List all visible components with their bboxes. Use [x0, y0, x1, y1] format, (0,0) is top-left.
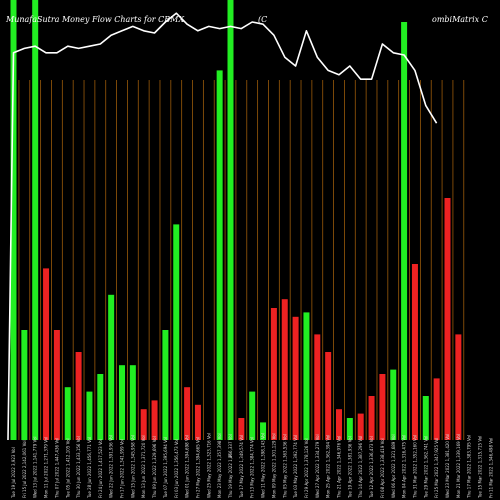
- money-flow-bar: [162, 330, 169, 440]
- x-tick-label: Tue 15 Mar 2022 1,315,715 Vol: [478, 436, 483, 499]
- money-flow-bar: [75, 352, 82, 440]
- money-flow-bar: [184, 387, 191, 440]
- money-flow-bar: [390, 369, 397, 440]
- x-tick-label: Wed 01 Jun 2022 1,394,698 Vol: [185, 435, 190, 498]
- percent-marker: %: [228, 454, 232, 459]
- money-flow-bar: [129, 365, 136, 440]
- money-flow-bar: [314, 334, 321, 440]
- x-tick-label: Wed 23 Mar 2022 1,381,420 Vol: [445, 434, 450, 498]
- x-tick-label: Thu 17 Mar 2022 1,383,795 Vol: [467, 435, 472, 499]
- money-flow-bar: [336, 409, 342, 440]
- x-tick-label: Tue 29 Mar 2022 1,362,741 Vol: [423, 436, 428, 499]
- money-flow-bar: [303, 312, 310, 440]
- money-flow-bar: [249, 391, 256, 440]
- x-tick-label: Mon 09 May 2022 1,301,129 Vol: [271, 433, 276, 498]
- x-tick-label: Thu 07 Jul 2022 1,447,436 Vol: [54, 438, 59, 499]
- x-tick-label: Fri 03 Jun 2022 1,356,473 Vol: [174, 439, 179, 498]
- money-flow-bar: [379, 374, 386, 440]
- x-tick-label: Fri 27 May 2022 1,394,665 Vol: [195, 437, 200, 498]
- x-tick-label: Thu 09 Jun 2022 1,329,696 Vol: [152, 436, 157, 499]
- money-flow-bar: [433, 378, 440, 440]
- x-tick-label: Mon 11 Jul 2022 1,271,379 Vol: [44, 437, 49, 498]
- x-tick-label: Thu 31 Mar 2022 1,352,160 Vol: [412, 435, 417, 499]
- money-flow-bar: [401, 22, 408, 440]
- x-tick-label: Wed 25 May 2022 1,323,716 Vol: [206, 433, 211, 498]
- money-flow-bar: [422, 396, 429, 440]
- x-tick-label: Fri 13 May 2022 1,384,774 Vol: [250, 437, 255, 498]
- x-tick-label: Tue 07 Jun 2022 1,395,694 Vol: [163, 437, 168, 499]
- x-tick-label: Thu 14 Apr 2022 1,387,296 Vol: [358, 436, 363, 499]
- money-flow-bar: [140, 409, 147, 440]
- x-tick-label: Fri 08 Apr 2022 1,338,419 Vol: [380, 438, 385, 498]
- money-flow-bar: [357, 413, 364, 440]
- x-tick-label: Fri 11 Mar 2022 1,346,498 Vol: [488, 438, 493, 498]
- money-flow-bar: [151, 400, 158, 440]
- x-tick-label: Mon 13 Jun 2022 1,371,720 Vol: [141, 435, 146, 498]
- x-tick-label: Wed 27 Apr 2022 1,334,279 Vol: [315, 434, 320, 498]
- money-flow-bar: [411, 264, 418, 440]
- money-flow-bar: [53, 330, 60, 440]
- x-tick-label: Wed 13 Jul 2022 1,141,779 Vol: [33, 436, 38, 498]
- x-tick-label: Tue 19 Apr 2022 1,381,936 Vol: [347, 436, 352, 499]
- x-tick-label: Wed 22 Jun 2022 1,391,936 Vol: [109, 435, 114, 498]
- money-flow-bar: [444, 198, 451, 440]
- x-tick-label: Wed 11 May 2022 1,398,143 Vol: [261, 433, 266, 498]
- money-flow-bar: [260, 422, 267, 440]
- x-tick-label: Mon 23 May 2022 1,357,398 Vol: [217, 433, 222, 498]
- x-tick-label: Tue 19 Jul 2022 3,923 Vol: [11, 447, 16, 499]
- money-flow-bar: [10, 0, 17, 440]
- line-layer: [7, 12, 438, 441]
- bar-layer: [10, 0, 462, 441]
- money-flow-bar: [227, 0, 234, 440]
- money-flow-bar: [97, 374, 104, 440]
- money-flow-bar: [270, 308, 277, 440]
- x-tick-label: Mon 21 Mar 2022 1,339,169 Vol: [456, 434, 461, 498]
- money-flow-bar: [368, 396, 375, 440]
- x-tick-label: Thu 05 May 2022 1,363,536 Vol: [282, 434, 287, 499]
- money-flow-bar: [173, 224, 180, 440]
- x-tick-label: Fri 24 Jun 2022 1,417,523 Vol: [98, 439, 103, 498]
- money-flow-bar: [216, 70, 223, 441]
- money-flow-bar: [281, 299, 288, 440]
- x-tick-label: Thu 19 May 2022 1,366,337 Vol: [228, 434, 233, 499]
- x-tick-label: Mon 25 Apr 2022 1,362,394 Vol: [326, 435, 331, 498]
- x-tick-label: Tue 12 Apr 2022 1,336,473 Vol: [369, 436, 374, 499]
- money-flow-bar: [21, 330, 28, 440]
- money-flow-bar: [455, 334, 462, 440]
- x-tick-label: Tue 28 Jun 2022 1,456,771 Vol: [87, 437, 92, 499]
- money-flow-bar: [325, 352, 332, 440]
- chart-title-left: MunafaSutra Money Flow Charts for CBMX: [5, 15, 184, 24]
- money-flow-bar: [119, 365, 125, 440]
- x-tick-label: Fri 25 Mar 2022 1,347,925 Vol: [434, 438, 439, 498]
- money-flow-bar: [86, 391, 93, 440]
- x-tick-label: Tue 17 May 2022 1,349,574 Vol: [239, 435, 244, 499]
- x-tick-label: Fri 17 Jun 2022 1,341,959 Vol: [120, 439, 125, 498]
- money-flow-bar: [194, 404, 201, 440]
- x-tick-label: Wed 06 Apr 2022 1,321,689 Vol: [391, 434, 396, 498]
- chart-title-right: ombiMatrix C: [432, 15, 488, 24]
- money-flow-bar: [64, 387, 71, 440]
- money-flow-bar: [292, 316, 299, 440]
- money-flow-bar: [32, 0, 39, 440]
- x-tick-label: Wed 15 Jun 2022 1,345,958 Vol: [130, 435, 135, 498]
- x-tick-label: Fri 15 Jul 2022 2,142,061 Vol: [22, 440, 27, 498]
- x-tick-label: Thu 30 Jun 2022 1,433,156 Vol: [76, 436, 81, 499]
- x-tick-label: Thu 21 Apr 2022 1,346,976 Vol: [337, 436, 342, 499]
- x-tick-label: Tue 05 Jul 2022 1,412,105 Vol: [65, 438, 70, 499]
- x-tick-label: Tue 03 May 2022 1,392,774 Vol: [293, 435, 298, 499]
- money-flow-bar: [346, 418, 353, 440]
- x-tick-label: Fri 29 Apr 2022 1,378,126 Vol: [304, 438, 309, 498]
- money-flow-bar: [238, 418, 245, 440]
- label-layer: Tue 19 Jul 2022 3,923 Vol Fri 15 Jul 2022…: [11, 433, 500, 499]
- money-flow-bar: [43, 268, 50, 440]
- chart-title-mid: (C: [258, 15, 267, 24]
- grid-layer: [18, 80, 465, 440]
- money-flow-bar: [108, 294, 115, 440]
- price-line: [7, 12, 438, 441]
- x-tick-label: Mon 04 Apr 2022 1,316,475 Vol: [402, 435, 407, 498]
